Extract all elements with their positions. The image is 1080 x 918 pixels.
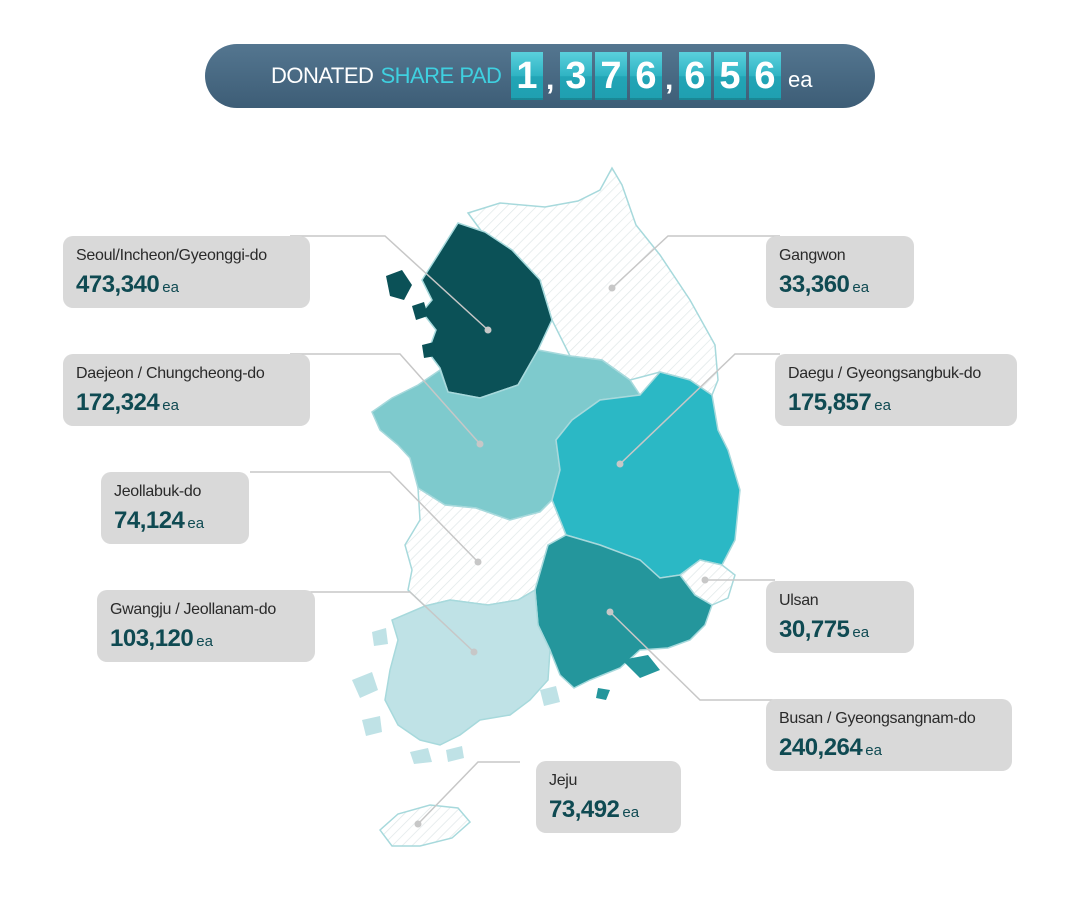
label-busan-gyeongsangnam: Busan / Gyeongsangnam-do 240,264 ea — [766, 699, 1012, 771]
region-gwangju-jeollanam — [384, 588, 551, 746]
leader-dot — [606, 608, 614, 616]
region-unit: ea — [162, 279, 179, 296]
region-value: 33,360 — [779, 271, 850, 298]
counter-digit: 6 — [630, 52, 662, 100]
region-name: Jeju — [549, 772, 578, 789]
island-jeollanam — [540, 686, 560, 706]
island-gyeonggi — [412, 302, 428, 320]
banner-label-main: DONATED — [271, 63, 374, 88]
region-name: Seoul/Incheon/Gyeonggi-do — [76, 247, 267, 264]
leader-dot — [484, 326, 492, 334]
region-jeju — [378, 804, 472, 847]
leader-line-jeju — [417, 761, 520, 825]
counter-separator: , — [665, 63, 674, 96]
region-name: Daejeon / Chungcheong-do — [76, 365, 265, 382]
counter-unit: ea — [788, 67, 813, 92]
region-unit: ea — [162, 397, 179, 414]
island-gyeongsangnam — [596, 688, 610, 700]
region-unit: ea — [874, 397, 891, 414]
region-value: 240,264 — [779, 734, 863, 761]
island-jeollanam — [362, 716, 382, 736]
label-daegu-gyeongsangbuk: Daegu / Gyeongsangbuk-do 175,857 ea — [775, 354, 1017, 426]
leader-line-gangwon — [611, 235, 780, 289]
island-jeollanam — [372, 628, 388, 646]
region-unit: ea — [187, 515, 205, 532]
region-name: Busan / Gyeongsangnam-do — [779, 710, 976, 727]
region-name: Ulsan — [779, 592, 819, 609]
region-unit: ea — [196, 633, 213, 650]
region-name: Jeollabuk-do — [114, 483, 202, 500]
region-unit: ea — [852, 624, 870, 641]
counter-digit: 5 — [714, 52, 746, 100]
leader-line-seoul — [290, 235, 489, 331]
region-unit: ea — [865, 742, 882, 759]
counter-digit: 6 — [679, 52, 711, 100]
leader-line-daejeon — [290, 353, 481, 445]
region-name: Gwangju / Jeollanam-do — [110, 601, 276, 618]
island-jeollanam — [352, 672, 378, 698]
leader-dot — [608, 284, 616, 292]
island-jeollanam — [410, 748, 432, 764]
counter-digit: 3 — [560, 52, 592, 100]
banner-label-highlight: SHARE PAD — [380, 63, 502, 88]
counter-digit: 6 — [749, 52, 781, 100]
region-name: Gangwon — [779, 247, 846, 264]
island-gyeonggi — [422, 342, 436, 358]
leader-line-jeollabuk — [250, 471, 479, 563]
donation-counter: 1 , 3 7 6 , 6 5 6 ea — [511, 52, 812, 100]
region-name: Daegu / Gyeongsangbuk-do — [788, 365, 981, 382]
label-daejeon-chungcheong: Daejeon / Chungcheong-do 172,324 ea — [63, 354, 310, 426]
leader-dot — [701, 576, 709, 584]
region-value: 172,324 — [76, 389, 160, 416]
label-seoul-gyeonggi: Seoul/Incheon/Gyeonggi-do 473,340 ea — [63, 236, 310, 308]
region-value: 473,340 — [76, 271, 160, 298]
label-gwangju-jeollanam: Gwangju / Jeollanam-do 103,120 ea — [97, 590, 315, 662]
region-value: 73,492 — [549, 796, 620, 823]
leader-dot — [616, 460, 624, 468]
leader-dots — [414, 284, 709, 828]
counter-digit: 7 — [595, 52, 627, 100]
label-jeollabuk: Jeollabuk-do 74,124 ea — [101, 472, 249, 544]
leader-dot — [470, 648, 478, 656]
region-value: 175,857 — [788, 389, 872, 416]
leader-line-daegu — [619, 353, 780, 465]
leader-line-busan — [609, 611, 780, 701]
region-value: 30,775 — [779, 616, 850, 643]
leader-dot — [474, 558, 482, 566]
leader-lines — [250, 235, 780, 825]
label-ulsan: Ulsan 30,775 ea — [766, 581, 914, 653]
banner-label: DONATED SHARE PAD — [271, 44, 502, 108]
donation-banner: DONATED SHARE PAD 1 , 3 7 6 , 6 5 6 ea — [205, 44, 875, 108]
island-gyeongsangnam — [622, 655, 660, 678]
leader-line-gwangju — [300, 591, 475, 653]
counter-digit: 1 — [511, 52, 543, 100]
counter-separator: , — [546, 63, 555, 96]
leader-dot — [414, 820, 422, 828]
label-jeju: Jeju 73,492 ea — [536, 761, 681, 833]
island-jeollanam — [446, 746, 464, 762]
region-unit: ea — [622, 804, 640, 821]
leader-dot — [476, 440, 484, 448]
island-gyeonggi — [386, 270, 412, 300]
region-value: 103,120 — [110, 625, 194, 652]
region-value: 74,124 — [114, 507, 185, 534]
region-unit: ea — [852, 279, 870, 296]
label-gangwon: Gangwon 33,360 ea — [766, 236, 914, 308]
